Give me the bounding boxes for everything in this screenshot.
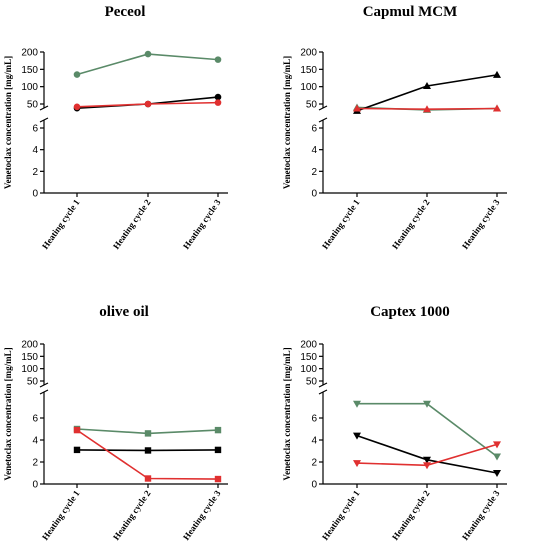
y-tick-label: 2	[32, 167, 38, 178]
x-tick-label: Heating cycle 2	[390, 488, 432, 542]
y-tick-label: 150	[300, 65, 317, 76]
y-tick-label: 4	[32, 145, 38, 156]
x-tick-label: Heating cycle 2	[390, 197, 432, 251]
axis-break-mark	[39, 105, 49, 111]
data-point-green	[144, 50, 152, 58]
data-point-green	[493, 453, 501, 461]
data-point-green	[214, 426, 222, 434]
y-tick-label: 50	[27, 100, 39, 111]
y-tick-label: 2	[311, 458, 317, 469]
y-tick-label: 0	[32, 480, 38, 491]
data-point-green	[73, 71, 81, 78]
series-line-green	[357, 402, 498, 458]
data-point-red	[214, 99, 222, 106]
chart-panel-3: olive oil Venetoclax concentration [mg/mL…	[3, 304, 228, 542]
y-tick-label: 100	[21, 364, 38, 375]
data-point-red	[493, 104, 501, 112]
axis-break-mark	[39, 117, 49, 123]
y-tick-label: 100	[21, 82, 38, 93]
y-tick-label: 200	[300, 48, 317, 59]
data-point-black	[353, 432, 361, 440]
x-tick-label: Heating cycle 2	[111, 197, 153, 251]
data-point-red	[73, 103, 81, 111]
data-point-black	[144, 447, 152, 454]
y-tick-label: 2	[311, 167, 317, 178]
y-tick-label: 0	[32, 189, 38, 200]
axis-break-mark	[318, 389, 328, 395]
series-line-red	[76, 429, 219, 480]
data-point-red	[423, 105, 431, 113]
y-axis-label: Venetoclax concentration [mg/mL]	[282, 56, 292, 189]
y-tick-label: 200	[300, 340, 317, 351]
data-point-black	[423, 81, 431, 89]
y-tick-label: 100	[300, 82, 317, 93]
y-tick-label: 150	[300, 352, 317, 363]
y-tick-label: 4	[311, 145, 317, 156]
chart-title: Captex 1000	[370, 304, 450, 320]
data-point-green	[353, 400, 361, 408]
y-tick-label: 50	[306, 100, 318, 111]
y-tick-label: 50	[27, 377, 39, 388]
y-tick-label: 200	[21, 48, 38, 59]
data-point-red	[144, 475, 152, 482]
y-tick-label: 0	[311, 189, 317, 200]
y-tick-label: 6	[32, 124, 38, 135]
axis-break-mark	[318, 382, 328, 388]
data-point-red	[423, 462, 431, 470]
axis-break-mark	[39, 382, 49, 388]
y-tick-label: 2	[32, 458, 38, 469]
y-tick-label: 6	[311, 124, 317, 135]
data-point-black	[73, 446, 81, 454]
data-point-red	[353, 460, 361, 468]
data-point-red	[144, 100, 152, 108]
chart-title: Capmul MCM	[363, 4, 458, 20]
y-tick-label: 150	[21, 65, 38, 76]
chart-panel-2: Capmul MCM Venetoclax concentration [mg/m…	[282, 4, 507, 251]
data-point-green	[144, 430, 152, 437]
chart-title: olive oil	[99, 304, 149, 320]
data-point-green	[214, 56, 222, 63]
data-point-black	[493, 470, 501, 477]
chart-panel-4: Captex 1000 Venetoclax concentration [mg/…	[282, 304, 507, 542]
y-tick-label: 4	[311, 436, 317, 447]
x-tick-label: Heating cycle 1	[320, 488, 362, 542]
y-tick-label: 4	[32, 436, 38, 447]
y-axis-label: Venetoclax concentration [mg/mL]	[282, 347, 292, 480]
data-point-red	[493, 441, 501, 449]
x-tick-label: Heating cycle 1	[40, 197, 82, 251]
axis-break-mark	[39, 389, 49, 395]
y-tick-label: 6	[32, 414, 38, 425]
y-tick-label: 0	[311, 480, 317, 491]
data-point-red	[73, 426, 81, 434]
data-point-red	[214, 475, 222, 483]
data-point-green	[423, 400, 431, 408]
y-tick-label: 200	[21, 340, 38, 351]
chart-title: Peceol	[105, 4, 146, 20]
data-point-red	[353, 104, 361, 112]
axis-break-mark	[318, 105, 328, 111]
x-tick-label: Heating cycle 3	[181, 488, 223, 542]
data-point-black	[214, 93, 222, 101]
data-point-black	[423, 456, 431, 464]
y-tick-label: 6	[311, 414, 317, 425]
x-tick-label: Heating cycle 3	[460, 488, 502, 542]
y-tick-label: 50	[306, 377, 318, 388]
x-tick-label: Heating cycle 3	[181, 197, 223, 251]
y-axis-label: Venetoclax concentration [mg/mL]	[3, 56, 13, 189]
x-tick-label: Heating cycle 3	[460, 197, 502, 251]
y-axis-label: Venetoclax concentration [mg/mL]	[3, 347, 13, 480]
axis-break-mark	[318, 117, 328, 123]
x-tick-label: Heating cycle 2	[111, 488, 153, 542]
data-point-black	[493, 70, 501, 78]
x-tick-label: Heating cycle 1	[320, 197, 362, 251]
chart-panel-1: Peceol Venetoclax concentration [mg/mL] 50…	[3, 4, 228, 251]
y-tick-label: 150	[21, 352, 38, 363]
x-tick-label: Heating cycle 1	[40, 488, 82, 542]
y-tick-label: 100	[300, 364, 317, 375]
data-point-black	[214, 446, 222, 454]
